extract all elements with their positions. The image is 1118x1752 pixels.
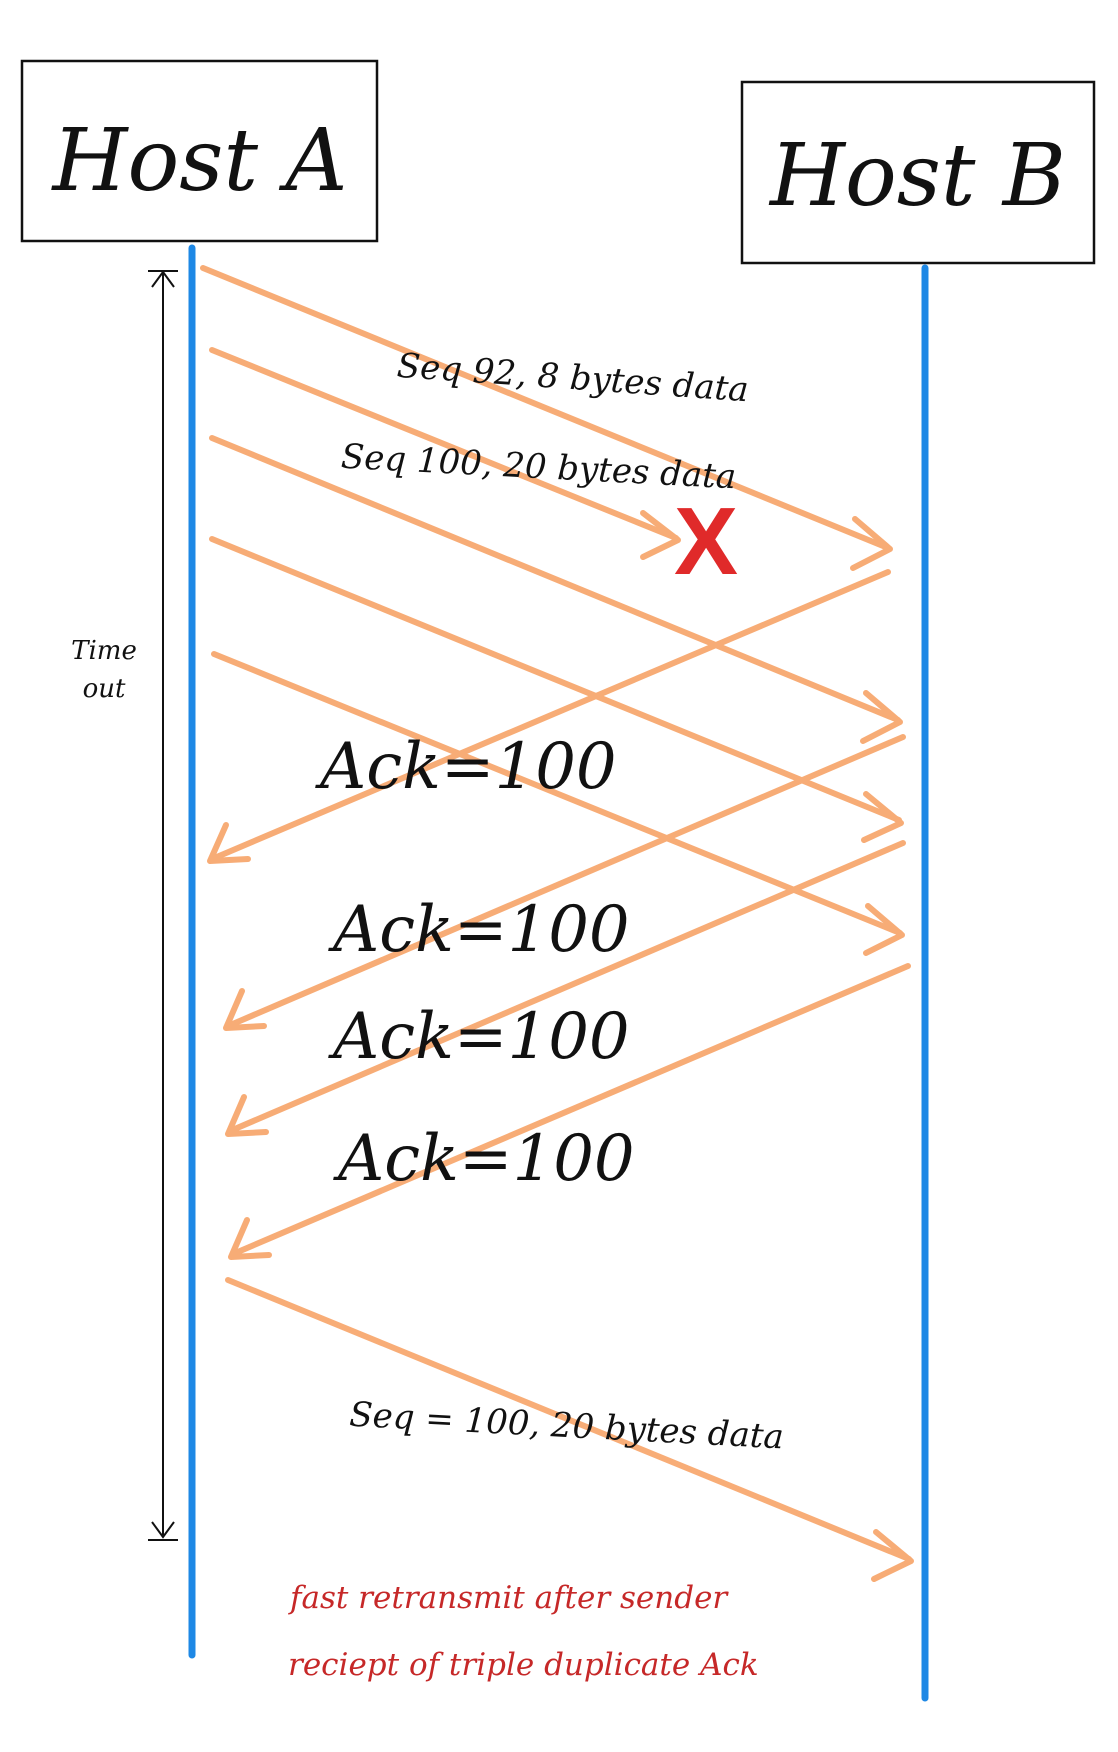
segment-seq92-label: Seq 92, 8 bytes data [396, 346, 750, 410]
retransmit-seq100-arrow [225, 1277, 914, 1582]
ack-3-arrow [225, 840, 906, 1137]
ack-2-arrow [223, 734, 906, 1031]
timeout-label-line1: Time [71, 636, 137, 666]
ack-4-arrow [228, 963, 911, 1260]
fast-retransmit-note-line1: fast retransmit after sender [288, 1580, 729, 1616]
segment-3-arrow [209, 435, 903, 744]
loss-marker-x: X [674, 488, 738, 595]
ack-4-label: Ack=100 [333, 1122, 635, 1196]
fast-retransmit-note-line2: reciept of triple duplicate Ack [288, 1647, 759, 1683]
segment-4-arrow [209, 536, 904, 843]
host-a-box: Host A [20, 59, 379, 243]
ack-2-label: Ack=100 [328, 893, 630, 967]
segment-seq100-lost-arrow [209, 347, 681, 560]
host-b-box: Host B [740, 80, 1096, 265]
ack-1-arrow [207, 569, 891, 864]
retransmit-seq100-label: Seq = 100, 20 bytes data [348, 1395, 784, 1458]
timeout-interval-arrow [148, 270, 178, 1541]
ack-1-label: Ack=100 [315, 730, 617, 804]
segment-seq100-label: Seq 100, 20 bytes data [340, 437, 737, 498]
segment-5-arrow [211, 651, 905, 956]
ack-3-label: Ack=100 [328, 1000, 630, 1074]
host-b-label: Host B [768, 126, 1066, 226]
host-a-label: Host A [51, 111, 348, 211]
timeout-label-line2: out [83, 674, 126, 704]
segment-seq92-arrow [200, 265, 893, 571]
